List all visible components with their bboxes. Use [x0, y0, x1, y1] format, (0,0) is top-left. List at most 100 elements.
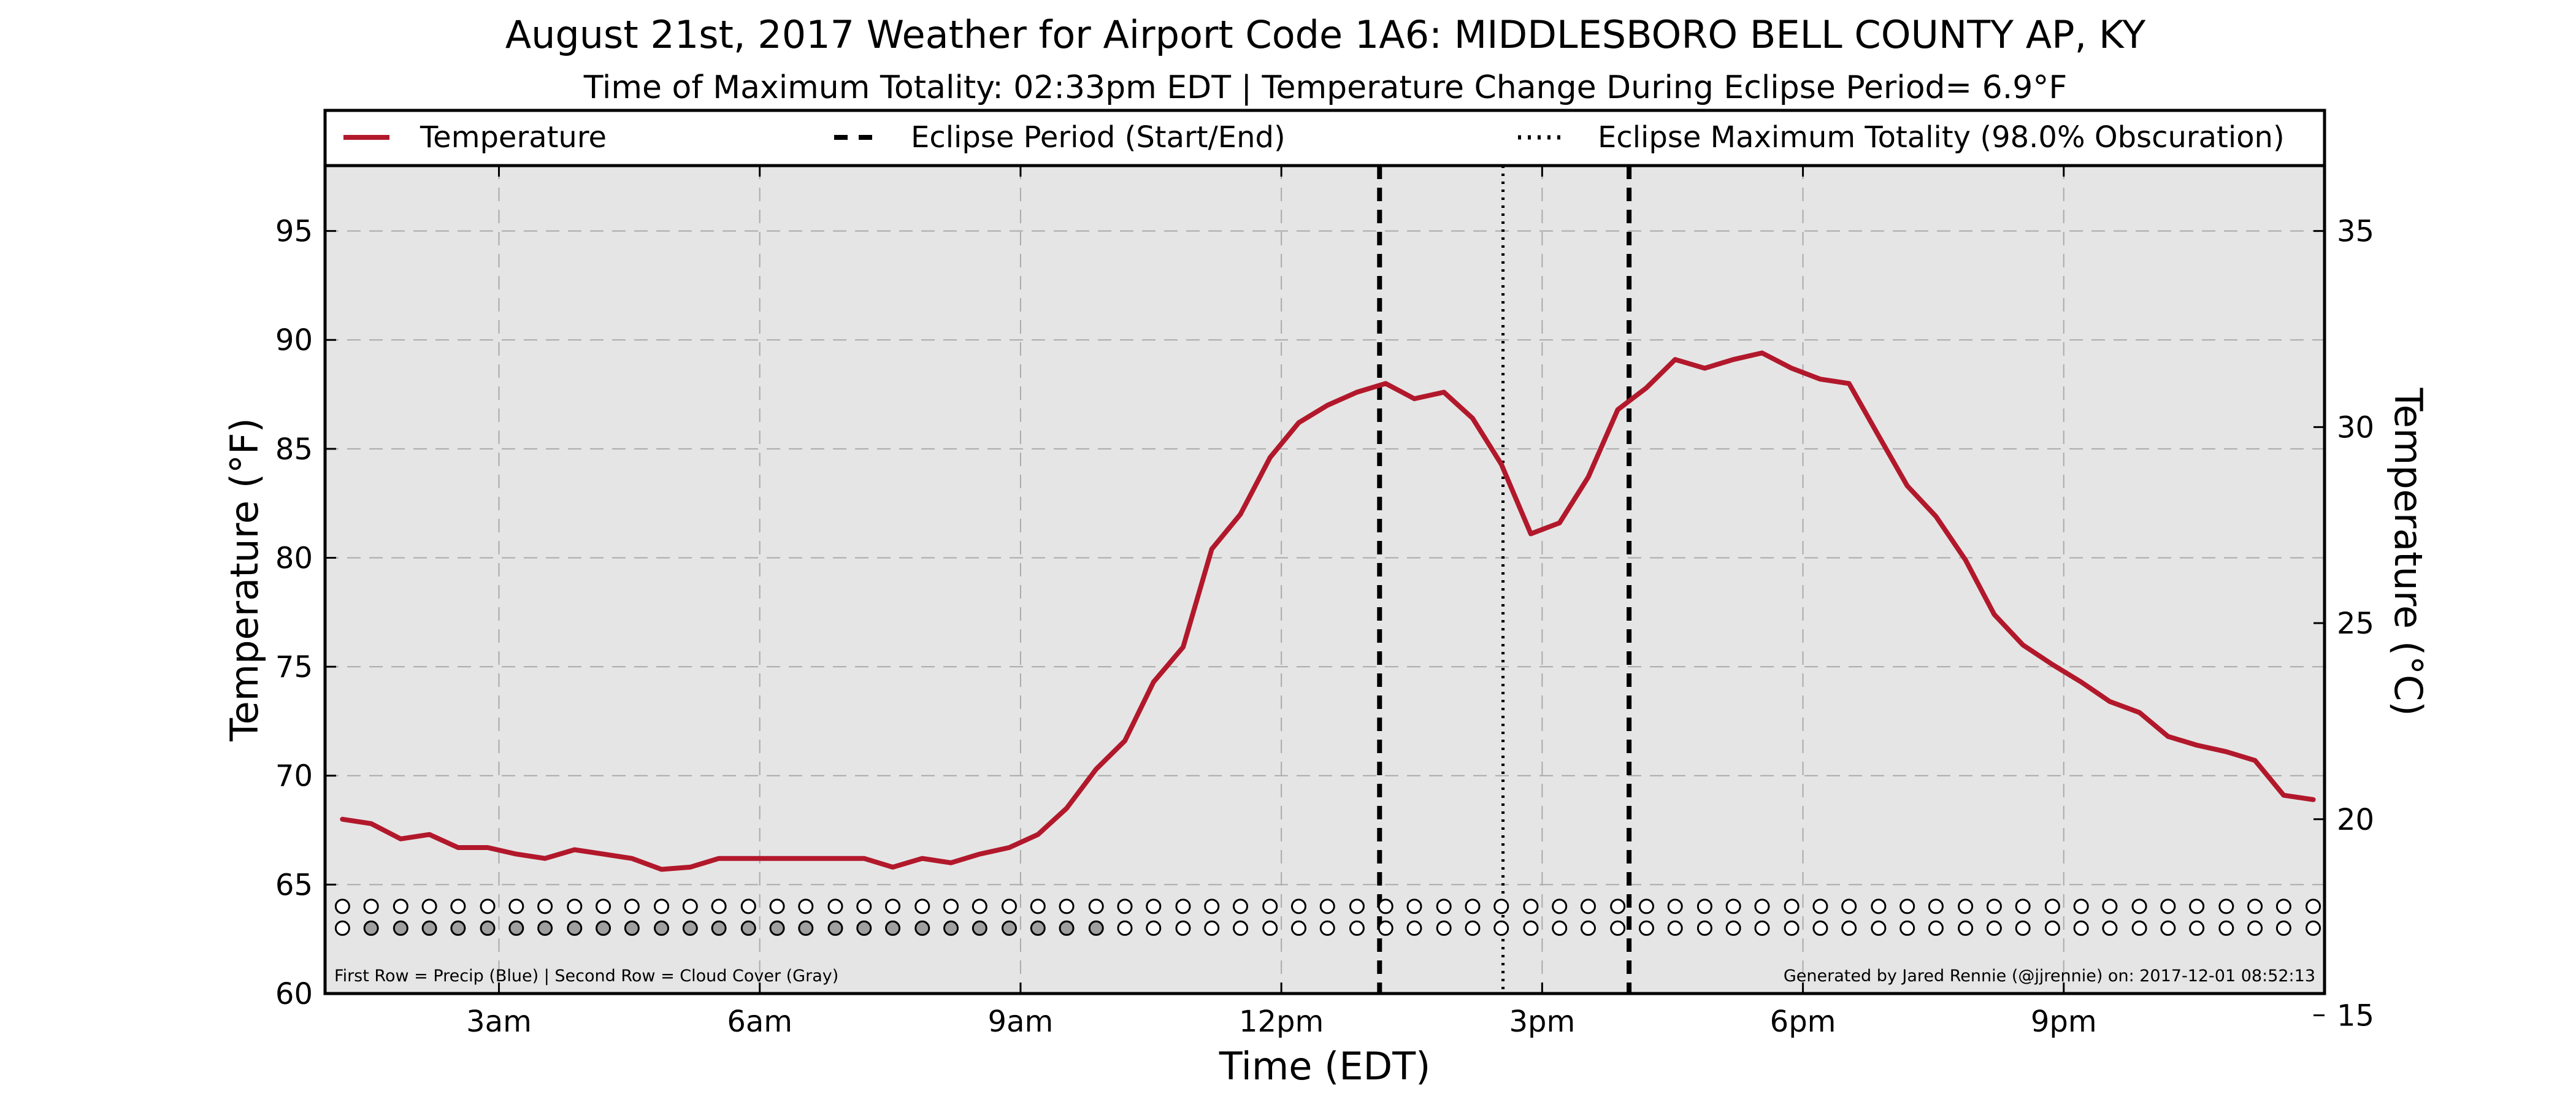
cloud-cover-marker	[654, 920, 670, 936]
y-tick-label: 70	[275, 759, 313, 794]
precip-marker	[1899, 898, 1915, 914]
cloud-cover-marker	[1523, 920, 1539, 936]
precip-marker	[711, 898, 727, 914]
precip-marker	[2044, 898, 2060, 914]
cloud-cover-marker	[1841, 920, 1857, 936]
precip-marker	[421, 898, 437, 914]
cloud-cover-marker	[2189, 920, 2205, 936]
precip-marker	[1667, 898, 1683, 914]
cloud-cover-marker	[1986, 920, 2002, 936]
precip-marker	[943, 898, 959, 914]
cloud-cover-marker	[2073, 920, 2089, 936]
cloud-cover-marker	[1319, 920, 1335, 936]
legend-temperature-label: Temperature	[420, 120, 607, 155]
cloud-cover-marker	[1493, 920, 1509, 936]
cloud-cover-marker	[1233, 920, 1249, 936]
legend-eclipse-period-label: Eclipse Period (Start/End)	[911, 120, 1286, 155]
y-tick-label: 80	[275, 541, 313, 575]
precip-marker	[1059, 898, 1075, 914]
precip-marker	[596, 898, 611, 914]
eclipse-markers	[1377, 166, 1632, 994]
cloud-cover-marker	[1667, 920, 1683, 936]
precip-marker	[827, 898, 843, 914]
cloud-cover-marker	[1030, 920, 1046, 936]
precip-marker	[2275, 898, 2291, 914]
cloud-cover-marker	[1580, 920, 1596, 936]
cloud-cover-marker	[2275, 920, 2291, 936]
x-tick-label: 3pm	[1509, 1005, 1575, 1039]
cloud-cover-marker	[1696, 920, 1712, 936]
x-tick-label: 9am	[988, 1005, 1054, 1039]
cloud-cover-marker	[769, 920, 785, 936]
precip-marker	[363, 898, 379, 914]
precip-marker	[2015, 898, 2031, 914]
precip-marker	[1465, 898, 1481, 914]
precip-marker	[1406, 898, 1422, 914]
precip-marker	[769, 898, 785, 914]
y-tick-label: 75	[275, 650, 313, 684]
temperature-series	[340, 350, 2316, 872]
y-right-tick-label: 25	[2337, 607, 2374, 641]
cloud-cover-marker	[1465, 920, 1481, 936]
cloud-cover-marker	[885, 920, 901, 936]
precip-marker	[1784, 898, 1800, 914]
cloud-cover-marker	[363, 920, 379, 936]
cloud-cover-marker	[711, 920, 727, 936]
precip-marker	[2131, 898, 2147, 914]
precip-marker	[856, 898, 872, 914]
precip-marker	[2247, 898, 2263, 914]
precip-marker	[740, 898, 756, 914]
cloud-cover-marker	[682, 920, 698, 936]
y-tick-label: 85	[275, 432, 313, 467]
footnote-left: First Row = Precip (Blue) | Second Row =…	[334, 967, 838, 986]
precip-marker	[508, 898, 524, 914]
cloud-cover-marker	[1204, 920, 1220, 936]
precip-marker	[1580, 898, 1596, 914]
cloud-cover-marker	[943, 920, 959, 936]
legend-box	[323, 109, 2326, 167]
y-tick-label: 60	[275, 977, 313, 1011]
precip-marker	[1117, 898, 1133, 914]
cloud-cover-marker	[1059, 920, 1075, 936]
precip-marker	[2189, 898, 2205, 914]
precip-marker	[1812, 898, 1828, 914]
precip-marker	[885, 898, 901, 914]
precip-marker	[624, 898, 640, 914]
cloud-cover-marker	[856, 920, 872, 936]
precip-marker	[1030, 898, 1046, 914]
y-right-tick-label: 15	[2337, 999, 2374, 1033]
precip-marker	[1725, 898, 1741, 914]
x-tick-label: 6pm	[1770, 1005, 1836, 1039]
precip-marker	[1841, 898, 1857, 914]
x-tick-label: 9pm	[2031, 1005, 2097, 1039]
footnote-right: Generated by Jared Rennie (@jjrennie) on…	[1784, 967, 2315, 986]
precip-marker	[2160, 898, 2176, 914]
cloud-cover-marker	[1290, 920, 1306, 936]
precip-marker	[1146, 898, 1162, 914]
cloud-cover-marker	[2247, 920, 2263, 936]
cloud-cover-marker	[2218, 920, 2234, 936]
precip-marker	[1986, 898, 2002, 914]
precip-marker	[2073, 898, 2089, 914]
cloud-cover-marker	[1871, 920, 1887, 936]
cloud-cover-marker	[1754, 920, 1770, 936]
y-tick-label: 65	[275, 868, 313, 902]
cloud-cover-marker	[2015, 920, 2031, 936]
cloud-cover-marker	[972, 920, 987, 936]
precip-marker	[2102, 898, 2118, 914]
precip-cloud-rows	[334, 898, 2321, 936]
cloud-cover-marker	[1436, 920, 1452, 936]
plot-area	[325, 166, 2325, 994]
cloud-cover-marker	[2131, 920, 2147, 936]
precip-marker	[682, 898, 698, 914]
precip-marker	[1871, 898, 1887, 914]
cloud-cover-marker	[450, 920, 466, 936]
cloud-cover-marker	[2306, 920, 2321, 936]
cloud-cover-marker	[1262, 920, 1278, 936]
precip-marker	[1175, 898, 1191, 914]
y-right-tick-label: 30	[2337, 410, 2374, 445]
cloud-cover-marker	[480, 920, 496, 936]
x-axis-label: Time (EDT)	[1219, 1044, 1431, 1089]
precip-marker	[1378, 898, 1393, 914]
